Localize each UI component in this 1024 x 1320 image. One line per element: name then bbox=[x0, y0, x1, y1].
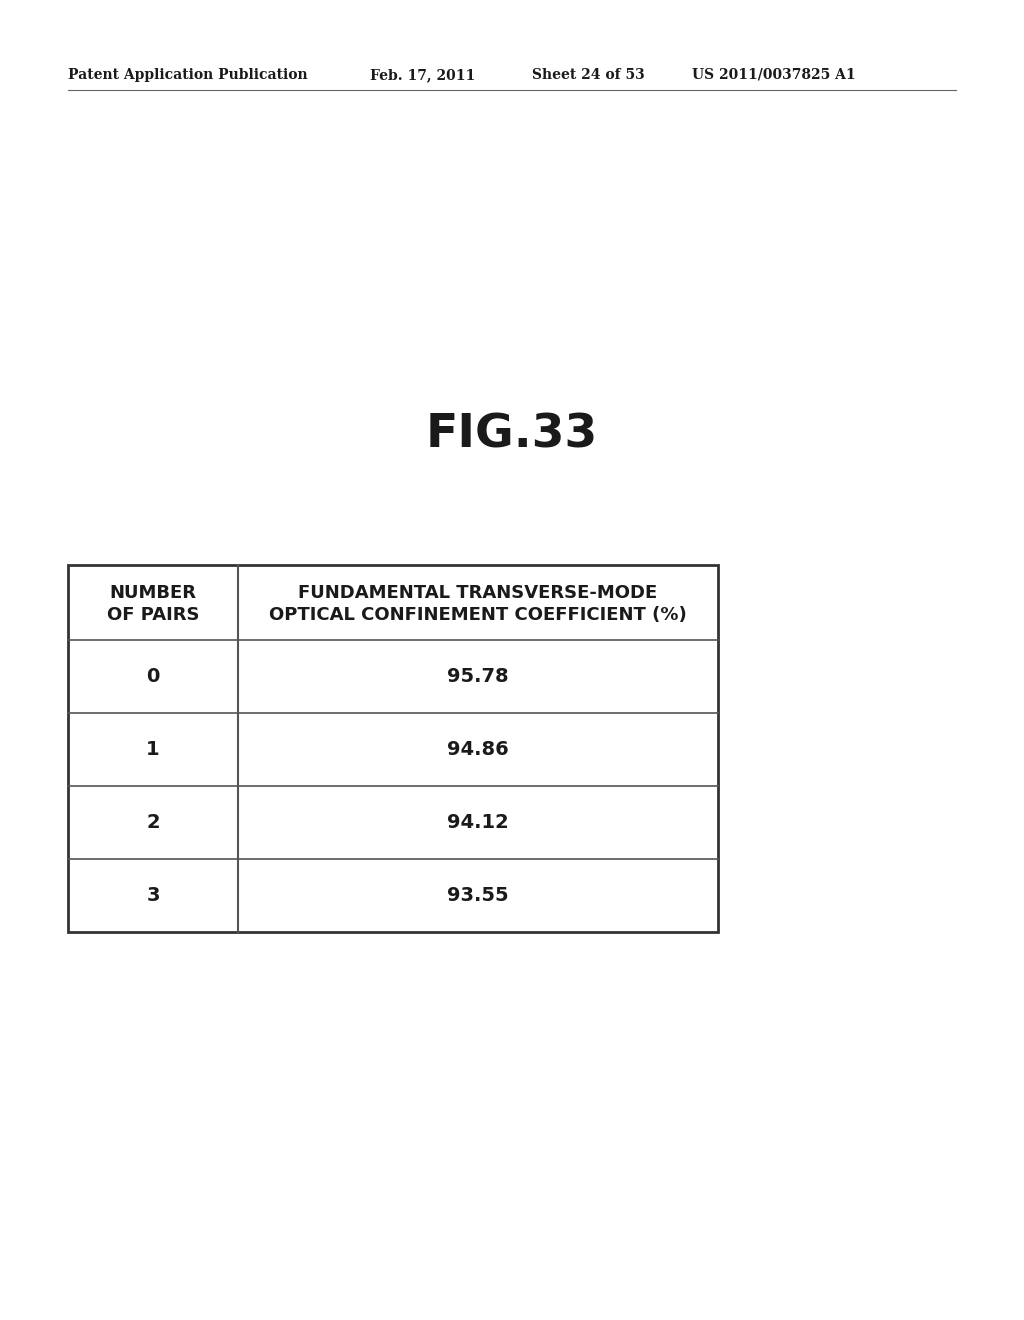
Text: 95.78: 95.78 bbox=[447, 667, 509, 686]
Text: Feb. 17, 2011: Feb. 17, 2011 bbox=[370, 69, 475, 82]
Text: 1: 1 bbox=[146, 741, 160, 759]
Text: Sheet 24 of 53: Sheet 24 of 53 bbox=[532, 69, 645, 82]
Text: 94.12: 94.12 bbox=[447, 813, 509, 832]
Text: Patent Application Publication: Patent Application Publication bbox=[68, 69, 307, 82]
Text: FIG.33: FIG.33 bbox=[426, 412, 598, 458]
Text: OF PAIRS: OF PAIRS bbox=[106, 606, 200, 623]
Text: 0: 0 bbox=[146, 667, 160, 686]
Text: 2: 2 bbox=[146, 813, 160, 832]
Bar bbox=[68, 565, 718, 932]
Text: US 2011/0037825 A1: US 2011/0037825 A1 bbox=[692, 69, 856, 82]
Text: NUMBER: NUMBER bbox=[110, 585, 197, 602]
Text: 3: 3 bbox=[146, 886, 160, 906]
Text: 93.55: 93.55 bbox=[447, 886, 509, 906]
Text: 94.86: 94.86 bbox=[447, 741, 509, 759]
Text: FUNDAMENTAL TRANSVERSE-MODE: FUNDAMENTAL TRANSVERSE-MODE bbox=[298, 585, 657, 602]
Text: OPTICAL CONFINEMENT COEFFICIENT (%): OPTICAL CONFINEMENT COEFFICIENT (%) bbox=[269, 606, 687, 623]
